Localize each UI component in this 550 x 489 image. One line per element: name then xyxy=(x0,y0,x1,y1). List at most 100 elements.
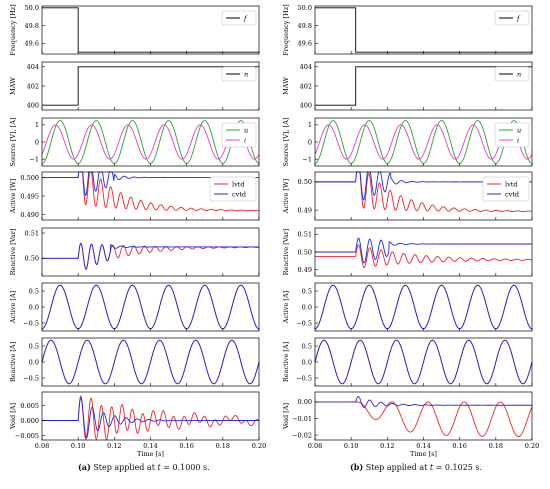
y-tick-label: 0.5 xyxy=(302,342,312,350)
y-tick-label: 49.8 xyxy=(298,22,312,30)
y-tick-label: 49.8 xyxy=(25,22,39,30)
y-tick-label: −1 xyxy=(29,155,39,163)
y-tick-label: 0.5 xyxy=(302,287,312,295)
legend: f xyxy=(221,10,257,26)
legend-box xyxy=(494,122,530,148)
series-line-i xyxy=(41,124,260,160)
panel-reactive_a: 0.5 0.0 −0.5 Reactive [A] xyxy=(282,337,533,387)
y-tick-label: 49.6 xyxy=(25,40,39,48)
y-tick-label: 0.50 xyxy=(298,248,312,256)
x-tick-label: 0.10 xyxy=(344,442,358,450)
y-axis-label: Reactive [Var] xyxy=(9,229,17,276)
y-tick-label: 0.50 xyxy=(25,255,39,263)
x-tick-label: 0.12 xyxy=(107,442,121,450)
y-tick-label: 404 xyxy=(300,63,312,71)
series-line-n xyxy=(42,66,259,106)
legend: f xyxy=(494,10,530,26)
legend-label: u xyxy=(517,126,521,134)
y-tick-label: 0.0 xyxy=(302,358,312,366)
caption-a-text: Step applied at xyxy=(93,463,158,472)
y-tick-label: 0 xyxy=(308,138,312,146)
caption-a: (a) Step applied at t = 0.1000 s. xyxy=(78,462,210,472)
chart-a: 50.0 49.8 49.6 Frequency [Hz] f 404 402 400 MAW n… xyxy=(9,4,266,458)
y-tick-label: 0.5 xyxy=(29,342,39,350)
y-tick-label: 404 xyxy=(27,63,39,71)
series-line-cvtd xyxy=(314,339,533,385)
caption-a-label: (a) xyxy=(78,462,91,472)
y-tick-label: 50.0 xyxy=(298,4,312,12)
series-line-cvtd xyxy=(315,237,532,264)
y-tick-label: 0.500 xyxy=(20,174,39,182)
series-line-cvtd xyxy=(41,339,260,385)
y-axis-label: Source [V], [A] xyxy=(9,118,17,167)
legend-box xyxy=(209,176,257,202)
y-tick-label: 50.0 xyxy=(25,4,39,12)
legend-label: i xyxy=(244,136,246,144)
series-line-lvtd xyxy=(42,395,260,441)
y-axis-label: Void [A] xyxy=(282,403,290,430)
series-line-f xyxy=(42,7,259,53)
caption-b-var: t xyxy=(429,463,434,472)
panel-source: 1 0 −1 Source [V], [A] ui xyxy=(282,118,533,167)
y-tick-label: 0.490 xyxy=(20,211,39,219)
series-line-cvtd xyxy=(42,397,259,439)
caption-b-value: = 0.1025 s. xyxy=(433,463,483,472)
legend-box xyxy=(221,122,257,148)
legend: lvtd cvtd xyxy=(209,176,257,202)
panel-frame xyxy=(314,391,533,441)
legend-box xyxy=(482,176,530,202)
series-line-f xyxy=(315,7,532,53)
legend-label: lvtd xyxy=(232,180,245,188)
y-axis-label: Reactive [A] xyxy=(9,342,17,382)
y-axis-label: Source [V], [A] xyxy=(282,118,290,167)
legend-label: cvtd xyxy=(505,190,519,198)
y-tick-label: 0.495 xyxy=(20,192,39,200)
panel-maw: 404 402 400 MAW n xyxy=(282,61,533,111)
series-line-lvtd xyxy=(41,284,260,330)
y-tick-label: 0.50 xyxy=(298,178,312,186)
y-tick-label: −0.02 xyxy=(292,431,312,439)
legend: ui xyxy=(494,122,530,148)
panel-freq: 50.0 49.8 49.6 Frequency [Hz] f xyxy=(282,4,533,56)
y-tick-label: −0.5 xyxy=(296,319,312,327)
caption-a-var: t xyxy=(157,463,161,472)
y-tick-label: 402 xyxy=(27,82,39,90)
y-tick-label: 1 xyxy=(308,121,312,129)
y-tick-label: −1 xyxy=(302,155,312,163)
legend: n xyxy=(494,66,530,82)
series-line-cvtd xyxy=(41,284,260,330)
x-tick-label: 0.14 xyxy=(143,442,157,450)
y-axis-label: Reactive [Var] xyxy=(282,229,290,276)
y-tick-label: 49.6 xyxy=(298,40,312,48)
y-axis-label: Active [W] xyxy=(9,179,17,214)
series-line-cvtd xyxy=(42,242,259,270)
y-axis-label: MAW xyxy=(9,77,17,95)
y-tick-label: 0.005 xyxy=(20,402,39,410)
x-tick-label: 0.12 xyxy=(380,442,394,450)
y-axis-label: MAW xyxy=(282,77,290,95)
x-tick-label: 0.10 xyxy=(71,442,85,450)
y-axis-label: Active [W] xyxy=(282,179,290,214)
y-axis-label: Void [A] xyxy=(9,403,17,430)
y-tick-label: −0.5 xyxy=(23,374,39,382)
x-tick-label: 0.18 xyxy=(489,442,503,450)
x-tick-label: 0.18 xyxy=(216,442,230,450)
panel-source: 1 0 −1 Source [V], [A] ui xyxy=(9,118,260,167)
y-axis-label: Active [A] xyxy=(282,291,290,324)
y-axis-label: Frequency [Hz] xyxy=(282,4,290,55)
x-tick-label: 0.08 xyxy=(308,442,322,450)
legend-label: lvtd xyxy=(505,180,518,188)
y-tick-label: 0.0 xyxy=(29,303,39,311)
legend-label: cvtd xyxy=(232,190,246,198)
y-tick-label: 0 xyxy=(35,138,39,146)
y-tick-label: 0.5 xyxy=(29,287,39,295)
caption-b-label: (b) xyxy=(350,462,364,472)
y-tick-label: 400 xyxy=(300,102,312,110)
series-line-i xyxy=(314,124,533,160)
legend: n xyxy=(221,66,257,82)
panel-void: 0.005 0.000 −0.005 0.08 0.10 0.12 0.14 0.16 0.18… xyxy=(9,391,266,450)
y-axis-label: Reactive [A] xyxy=(282,342,290,382)
series-line-cvtd xyxy=(314,284,533,330)
